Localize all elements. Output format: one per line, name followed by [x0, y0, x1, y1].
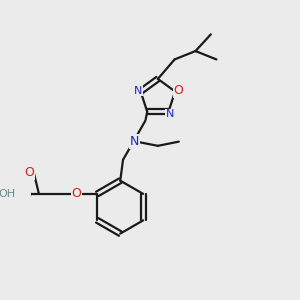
Text: N: N: [134, 85, 142, 96]
Text: OH: OH: [0, 189, 16, 199]
Text: O: O: [71, 188, 81, 200]
Text: O: O: [25, 167, 34, 179]
Text: N: N: [130, 135, 139, 148]
Text: O: O: [173, 84, 183, 97]
Text: N: N: [165, 110, 174, 119]
